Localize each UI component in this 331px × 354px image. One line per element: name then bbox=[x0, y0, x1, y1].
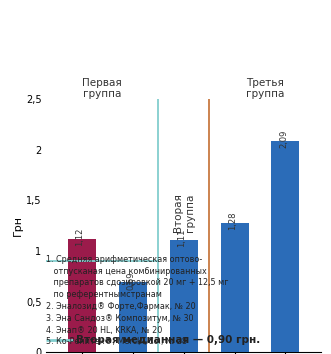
Text: 2,09: 2,09 bbox=[279, 130, 288, 148]
Text: 0,69: 0,69 bbox=[126, 271, 135, 290]
Bar bbox=[170, 240, 198, 352]
Text: 1,28: 1,28 bbox=[228, 211, 237, 230]
Text: Третья
группа: Третья группа bbox=[246, 78, 284, 99]
Y-axis label: Грн: Грн bbox=[13, 215, 23, 236]
Text: Первая
группа: Первая группа bbox=[82, 78, 122, 99]
Text: 1. Средняя арифметическая оптово-
   отпусканая цена комбинированных
   препарат: 1. Средняя арифметическая оптово- отпуск… bbox=[46, 255, 229, 347]
Text: 1,12: 1,12 bbox=[75, 228, 84, 246]
Bar bbox=[220, 223, 249, 352]
Bar bbox=[271, 141, 300, 352]
Bar bbox=[119, 282, 147, 352]
Text: Вторая
группа: Вторая группа bbox=[173, 194, 195, 233]
Text: 1,11: 1,11 bbox=[177, 229, 186, 247]
Bar bbox=[68, 239, 96, 352]
Text: Вторая медианная — 0,90 грн.: Вторая медианная — 0,90 грн. bbox=[76, 335, 260, 345]
